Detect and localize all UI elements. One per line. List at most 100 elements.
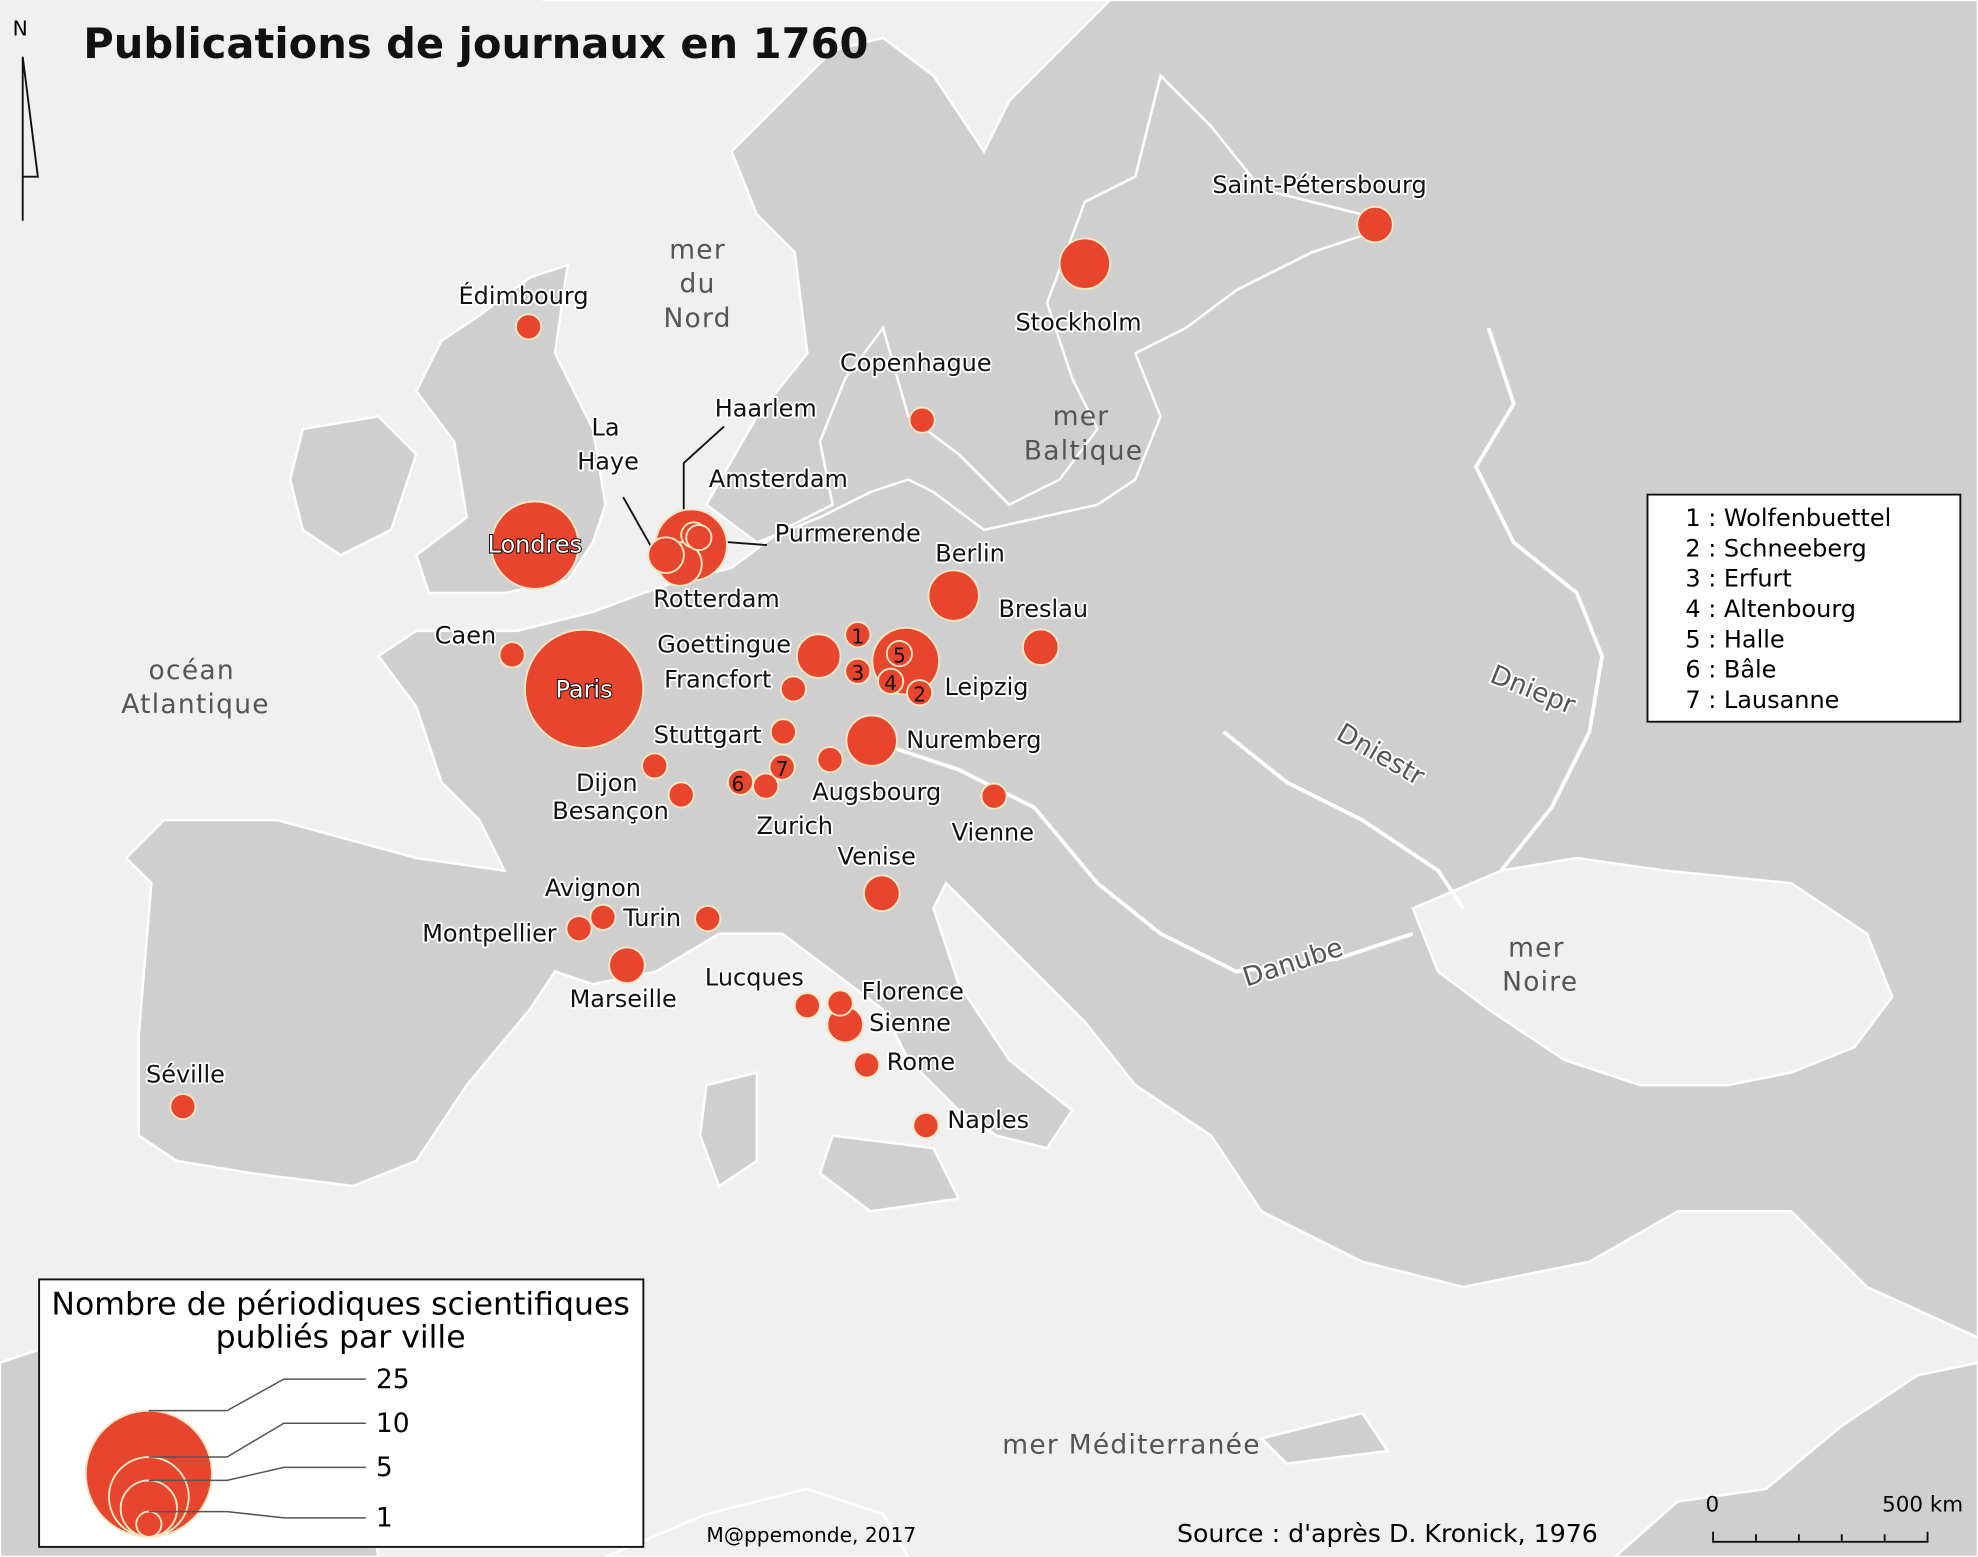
rivers bbox=[882, 327, 1605, 974]
city-label: Londres bbox=[488, 531, 583, 559]
city-circle bbox=[1356, 205, 1394, 244]
city-label: Amsterdam bbox=[709, 465, 848, 493]
city-label: Sienne bbox=[869, 1009, 951, 1037]
city-label: Avignon bbox=[545, 874, 641, 902]
city-circle bbox=[844, 621, 872, 649]
key-item: 6 : Bâle bbox=[1685, 656, 1776, 684]
city-label: Zurich bbox=[756, 812, 832, 840]
city-circle bbox=[608, 946, 646, 985]
city-label: Marseille bbox=[570, 985, 677, 1013]
city-label: La Haye bbox=[577, 413, 639, 475]
city-circle bbox=[641, 752, 669, 780]
key-item: 4 : Altenbourg bbox=[1685, 595, 1856, 623]
legend-leader bbox=[148, 1510, 366, 1519]
scale-bar: 0 500 km bbox=[1706, 1493, 1963, 1543]
city-label: Haarlem bbox=[715, 394, 817, 422]
city-label: Nuremberg bbox=[906, 726, 1041, 754]
city-circle bbox=[514, 313, 543, 341]
city-circle bbox=[490, 500, 580, 590]
legend-circle bbox=[135, 1510, 163, 1538]
key-item: 2 : Schneeberg bbox=[1685, 534, 1866, 562]
city-circle bbox=[779, 675, 808, 703]
city-label: Goettingue bbox=[657, 630, 791, 658]
source: Source : d'après D. Kronick, 1976 bbox=[1177, 1519, 1598, 1548]
key-item: 5 : Halle bbox=[1685, 625, 1784, 653]
city-circle bbox=[169, 1092, 197, 1121]
sea-label-atlantic: océan Atlantique bbox=[121, 655, 270, 720]
legend-value: 25 bbox=[376, 1364, 410, 1395]
city-label: 3 bbox=[851, 661, 864, 685]
city-label: Rotterdam bbox=[653, 585, 779, 613]
city-label: 4 bbox=[884, 671, 897, 695]
city-label: Turin bbox=[622, 904, 681, 932]
city-label: Séville bbox=[146, 1061, 225, 1089]
city-circle bbox=[906, 679, 934, 707]
city-circle bbox=[523, 628, 645, 750]
key-item: 7 : Lausanne bbox=[1685, 686, 1839, 714]
sea-label-mediterranean: mer Méditerranée bbox=[1002, 1430, 1260, 1461]
city-symbols: Paris Londres Amsterdam Leipzig Stockholm Ber… bbox=[144, 169, 1429, 1140]
city-circle bbox=[885, 640, 913, 668]
key-item: 3 : Erfurt bbox=[1685, 565, 1791, 593]
city-circle bbox=[667, 781, 695, 809]
city-label: 1 bbox=[851, 624, 864, 648]
city-circle bbox=[877, 667, 905, 695]
city-circle bbox=[498, 641, 526, 669]
legend-value: 5 bbox=[376, 1452, 393, 1483]
city-label: Francfort bbox=[664, 666, 771, 694]
city-label: Saint-Pétersbourg bbox=[1212, 171, 1426, 199]
north-label: N bbox=[13, 16, 28, 40]
legend-title-line2: publiés par ville bbox=[216, 1320, 466, 1356]
sea-label-north-sea: mer du Nord bbox=[663, 235, 731, 334]
city-label: Copenhague bbox=[840, 349, 992, 377]
legend-leader bbox=[148, 1378, 366, 1412]
city-label: Lucques bbox=[705, 963, 804, 991]
city-label: Purmerende bbox=[775, 519, 921, 547]
size-legend: Nombre de périodiques scientifiques publ… bbox=[38, 1278, 645, 1548]
city-circle bbox=[726, 768, 755, 796]
city-circle bbox=[565, 915, 593, 943]
city-label: 6 bbox=[732, 772, 745, 796]
key-item: 1 : Wolfenbuettel bbox=[1685, 504, 1891, 532]
city-label: Besançon bbox=[552, 797, 669, 825]
city-label: 7 bbox=[776, 757, 789, 781]
sea-label-baltic: mer Baltique bbox=[1024, 401, 1143, 466]
map-title: Publications de journaux en 1760 bbox=[83, 19, 868, 68]
city-label: Rome bbox=[887, 1048, 955, 1076]
city-label: Florence bbox=[862, 977, 964, 1005]
city-label: Caen bbox=[435, 621, 496, 649]
city-label: Leipzig bbox=[944, 673, 1028, 701]
legend-leader bbox=[148, 1466, 366, 1482]
legend-title-line1: Nombre de périodiques scientifiques bbox=[51, 1287, 629, 1323]
city-label: Paris bbox=[556, 676, 613, 704]
city-circle bbox=[769, 718, 797, 746]
city-circle bbox=[647, 536, 685, 574]
city-label: Stockholm bbox=[1015, 309, 1141, 337]
city-circle bbox=[793, 992, 821, 1020]
city-label: Venise bbox=[838, 842, 916, 870]
city-circle bbox=[795, 633, 842, 679]
city-label: Édimbourg bbox=[458, 281, 588, 310]
city-label: 5 bbox=[893, 643, 906, 667]
city-circle bbox=[685, 523, 713, 552]
city-circle bbox=[845, 714, 898, 767]
credit: M@ppemonde, 2017 bbox=[706, 1523, 916, 1547]
city-circle bbox=[853, 1051, 881, 1079]
city-label: Augsbourg bbox=[812, 778, 941, 806]
city-label: Montpellier bbox=[422, 919, 557, 947]
city-label: Vienne bbox=[952, 818, 1034, 846]
city-circle bbox=[862, 874, 901, 913]
city-circle bbox=[589, 903, 617, 931]
north-arrow: N bbox=[13, 16, 39, 221]
scale-start: 0 bbox=[1706, 1493, 1720, 1518]
city-circle bbox=[980, 782, 1008, 810]
city-label: Breslau bbox=[998, 595, 1088, 623]
legend-value: 10 bbox=[376, 1408, 410, 1439]
legend-value: 1 bbox=[376, 1503, 393, 1534]
city-circle bbox=[844, 657, 872, 685]
city-label: Naples bbox=[947, 1106, 1029, 1134]
legend-leader bbox=[148, 1422, 366, 1458]
